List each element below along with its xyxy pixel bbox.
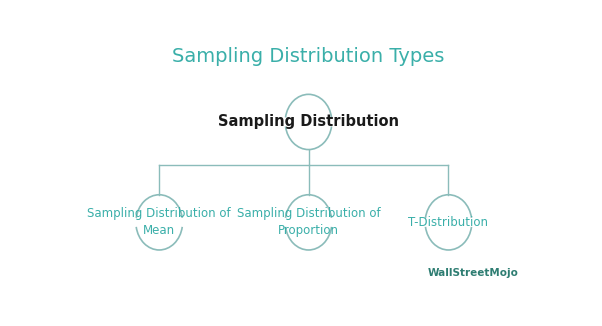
Text: Sampling Distribution of
Proportion: Sampling Distribution of Proportion bbox=[237, 207, 380, 237]
Text: T-Distribution: T-Distribution bbox=[409, 216, 488, 229]
Text: WallStreetMojo: WallStreetMojo bbox=[427, 268, 518, 278]
Text: Sampling Distribution: Sampling Distribution bbox=[218, 114, 399, 129]
Text: Sampling Distribution of
Mean: Sampling Distribution of Mean bbox=[87, 207, 231, 237]
Text: Sampling Distribution Types: Sampling Distribution Types bbox=[172, 47, 445, 66]
